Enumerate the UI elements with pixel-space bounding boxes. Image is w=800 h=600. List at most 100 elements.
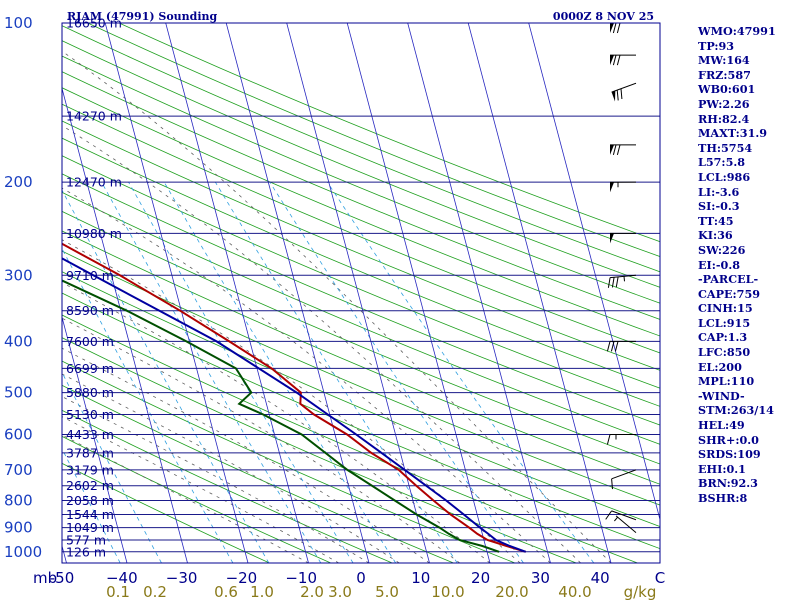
dry-adiabat-line <box>62 191 660 445</box>
wind-barb <box>609 144 637 156</box>
height-label: 1049 m <box>66 520 114 535</box>
wind-barb-pennant <box>610 23 614 33</box>
height-label: 9710 m <box>66 268 114 283</box>
index-line: KI:36 <box>698 228 733 243</box>
index-line: SHR+:0.0 <box>698 432 759 447</box>
mixing-ratio-line <box>101 182 322 563</box>
wind-barb-flag <box>616 90 619 101</box>
wind-barb-pennant <box>611 90 616 102</box>
wind-barb-pennant <box>610 233 614 244</box>
index-line: MPL:110 <box>698 374 755 389</box>
wind-barb-flag <box>606 341 611 352</box>
mixing-ratio-label: 2.0 <box>300 583 324 600</box>
moist-adiabat-line <box>62 373 400 563</box>
isotherm-line <box>286 23 430 563</box>
temperature-tick-label: −10 <box>285 569 317 587</box>
index-line: L57:5.8 <box>698 155 746 170</box>
height-label: 16650 m <box>66 16 122 31</box>
pressure-label: 1000 <box>4 543 42 561</box>
dry-adiabat-line <box>62 337 577 563</box>
wind-barb <box>605 510 637 521</box>
temperature-tick-label: −30 <box>166 569 198 587</box>
isotherm-line <box>0 23 6 563</box>
mixing-ratio-line <box>62 247 234 563</box>
dry-adiabat-line <box>62 87 660 337</box>
pressure-label: 200 <box>4 173 33 191</box>
index-line: CAP:1.3 <box>698 330 748 345</box>
dry-adiabat-line <box>62 25 660 273</box>
wind-barb-pennant <box>610 55 614 66</box>
index-line: WMO:47991 <box>698 24 776 38</box>
index-line: EI:-0.8 <box>698 257 740 272</box>
sounding-datetime: 0000Z 8 NOV 25 <box>553 10 654 23</box>
temperature-tick-label: 30 <box>531 569 550 587</box>
height-label: 1544 m <box>66 507 114 522</box>
index-line: LCL:986 <box>698 169 751 184</box>
index-line: PW:2.26 <box>698 96 750 111</box>
wind-barb-pennant <box>610 144 614 155</box>
height-label: 3179 m <box>66 462 114 477</box>
pressure-label: 500 <box>4 384 33 402</box>
dry-adiabat-line <box>62 155 660 407</box>
temperature-line <box>62 242 526 553</box>
index-line: LFC:850 <box>698 345 751 360</box>
temperature-tick-label: 20 <box>471 569 490 587</box>
temperature-tick-label: 40 <box>591 569 610 587</box>
pressure-label: 800 <box>4 492 33 510</box>
pressure-unit-label: mb <box>33 569 57 587</box>
index-line: EL:200 <box>698 359 742 374</box>
wind-barb-half-flag <box>614 516 618 522</box>
index-line: TH:5754 <box>698 140 753 155</box>
index-line: TP:93 <box>698 38 735 53</box>
index-line: WB0:601 <box>698 82 756 97</box>
dewpoint-line <box>62 279 500 553</box>
mixing-ratio-line <box>62 189 270 563</box>
height-label: 10980 m <box>66 226 122 241</box>
isotherm-line <box>346 23 491 563</box>
height-label: 5880 m <box>66 385 114 400</box>
pressure-label: 900 <box>4 519 33 537</box>
isotherm-line <box>165 23 309 563</box>
height-label: 126 m <box>66 544 106 559</box>
dry-adiabat-line <box>62 55 660 304</box>
dry-adiabat-line <box>62 173 660 426</box>
dry-adiabat-line <box>62 271 660 527</box>
height-label: 2602 m <box>66 478 114 493</box>
wind-barb-flag <box>614 341 619 352</box>
mixing-ratio-label: 0.6 <box>214 583 238 600</box>
wind-barb <box>611 469 637 490</box>
wind-barb-staff <box>611 510 637 521</box>
wind-barb-flag <box>612 22 617 34</box>
moist-adiabat-line <box>62 347 430 563</box>
isotherm-line <box>467 23 612 563</box>
height-label: 5130 m <box>66 407 114 422</box>
dry-adiabat-line <box>118 23 660 243</box>
wind-barb <box>614 515 637 534</box>
mixing-ratio-label: 0.1 <box>106 583 130 600</box>
wind-barb <box>607 274 637 288</box>
index-line: -PARCEL- <box>698 272 759 287</box>
pressure-label: 100 <box>4 14 33 32</box>
temperature-tick-label: C <box>655 569 665 587</box>
index-line: CINH:15 <box>698 301 753 316</box>
dry-adiabat-line <box>62 137 660 389</box>
temperature-tick-label: -50 <box>50 569 75 587</box>
wind-barb-flag <box>605 510 613 520</box>
parcel-line <box>62 257 527 553</box>
index-line: MAXT:31.9 <box>698 126 768 141</box>
dry-adiabat-line <box>62 120 660 371</box>
wind-barb <box>609 232 637 244</box>
wind-barb-flag <box>610 341 615 352</box>
moist-adiabat-line <box>62 396 370 563</box>
mixing-ratio-label: 3.0 <box>328 583 352 600</box>
wind-barb-flag <box>616 144 621 156</box>
wind-barb-flag <box>612 144 617 156</box>
wind-barb-flag <box>616 54 621 66</box>
wind-barb-flag <box>615 276 619 288</box>
isotherm-line <box>62 315 128 563</box>
wind-barb-staff <box>610 274 637 279</box>
temperature-tick-label: 10 <box>411 569 430 587</box>
temperature-tick-label: −40 <box>106 569 138 587</box>
dry-adiabat-line <box>62 103 660 354</box>
dry-adiabat-line <box>62 384 454 563</box>
